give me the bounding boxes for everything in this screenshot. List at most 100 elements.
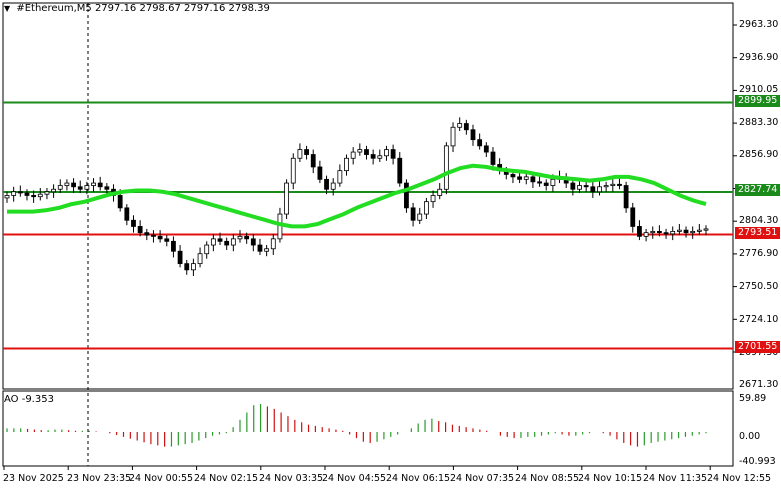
candle-body (617, 183, 622, 186)
candle-body (590, 186, 596, 193)
candle-body (350, 151, 356, 159)
candle-body (204, 244, 210, 255)
price-tag-level: 2793.51 (735, 227, 781, 239)
candle-body (84, 185, 90, 190)
candle-body (64, 182, 70, 186)
candle-body (117, 195, 123, 209)
price-axis-label: 2963.30 (739, 19, 779, 30)
time-axis-label: 24 Nov 10:15 (578, 473, 643, 484)
candle-body (457, 123, 463, 128)
candle-body (470, 129, 476, 141)
candle-body (257, 244, 263, 252)
price-axis-label: 2910.05 (739, 84, 779, 95)
candle-body (417, 213, 423, 221)
dropdown-caret-icon[interactable]: ▼ (4, 4, 11, 13)
candle-body (157, 235, 163, 240)
candle-body (690, 231, 696, 234)
candle-body (190, 263, 196, 271)
candle-body (31, 195, 37, 198)
candle-body (483, 145, 489, 153)
candle-body (210, 238, 216, 246)
candle-body (44, 191, 50, 195)
candle-body (304, 149, 309, 155)
main-pane-frame (2, 2, 734, 390)
candle-body (91, 182, 96, 186)
candle-body (430, 195, 436, 203)
time-axis-label: 24 Nov 11:35 (643, 473, 708, 484)
time-axis-label: 24 Nov 06:15 (386, 473, 451, 484)
candle-body (164, 238, 170, 242)
ao-axis-label: 59.89 (739, 393, 767, 404)
candle-body (397, 157, 403, 184)
symbol-label: #Ethereum,M5 (16, 3, 92, 14)
time-axis-label: 24 Nov 07:35 (450, 473, 515, 484)
price-tag-level: 2827.74 (735, 184, 781, 196)
candle-body (523, 176, 529, 180)
ao-indicator-label: AO -9.353 (4, 394, 54, 405)
candle-body (477, 139, 483, 147)
candle-body (244, 235, 250, 240)
price-axis-label: 2883.30 (739, 117, 779, 128)
candle-body (131, 219, 136, 227)
candle-body (357, 149, 363, 153)
candle-body (11, 191, 17, 196)
candle-body (171, 240, 176, 252)
ao-axis-label: -40.993 (739, 456, 776, 467)
candle-body (377, 155, 383, 159)
time-axis-label: 24 Nov 08:55 (515, 473, 580, 484)
candle-body (4, 195, 10, 199)
price-axis-label: 2856.90 (739, 149, 779, 160)
candle-body (630, 207, 636, 227)
candle-body (137, 226, 143, 234)
time-axis-label: 24 Nov 03:35 (259, 473, 324, 484)
candle-body (264, 248, 270, 252)
candle-body (404, 182, 409, 209)
price-axis-label: 2936.90 (739, 52, 779, 63)
candle-body (324, 178, 329, 190)
candle-body (57, 185, 63, 190)
candle-body (51, 188, 56, 193)
candle-body (623, 185, 629, 209)
candle-body (610, 183, 616, 186)
candle-body (37, 193, 43, 198)
candle-body (24, 192, 30, 196)
candle-body (297, 149, 303, 159)
candle-body (450, 126, 456, 147)
candle-body (310, 154, 316, 168)
candle-body (344, 157, 349, 172)
candle-body (197, 253, 203, 265)
candle-body (97, 182, 103, 188)
candle-body (290, 157, 296, 184)
time-axis-label: 24 Nov 12:55 (707, 473, 772, 484)
candle-body (384, 149, 389, 157)
candle-body (230, 238, 236, 246)
candle-body (217, 238, 223, 242)
candle-body (510, 173, 516, 178)
price-axis-label: 2724.10 (739, 314, 779, 325)
price-tag-level: 2899.95 (735, 95, 781, 107)
price-axis-label: 2671.30 (739, 379, 779, 390)
time-axis-label: 24 Nov 04:55 (322, 473, 387, 484)
candle-body (663, 232, 669, 235)
candle-body (443, 145, 449, 190)
ao-pane-frame (2, 390, 734, 467)
candle-body (543, 182, 549, 186)
candle-body (364, 149, 369, 155)
candle-body (370, 154, 376, 159)
candle-body (17, 191, 23, 194)
candle-body (490, 151, 496, 165)
candle-body (177, 250, 183, 265)
candle-body (71, 182, 76, 188)
candle-body (676, 229, 682, 232)
candle-body (696, 229, 702, 232)
candle-body (390, 149, 396, 159)
candle-body (463, 123, 469, 131)
candle-body (583, 185, 589, 188)
candle-body (537, 181, 542, 184)
chart-header: ▼ #Ethereum,M5 2797.16 2798.67 2797.16 2… (4, 3, 270, 14)
candle-body (670, 231, 676, 235)
candle-body (77, 186, 83, 190)
candle-body (603, 185, 609, 188)
candle-body (550, 178, 556, 186)
time-axis-label: 24 Nov 00:55 (129, 473, 194, 484)
